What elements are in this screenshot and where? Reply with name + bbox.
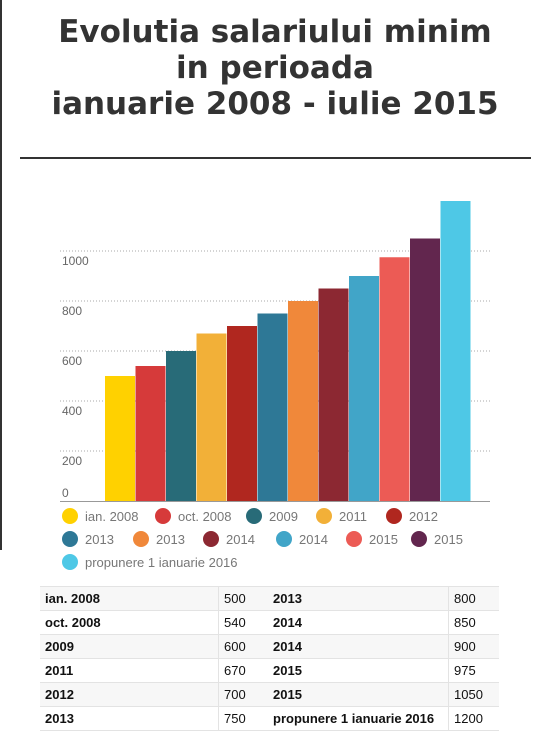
table-row: 2013 800: [268, 586, 499, 611]
legend-item: 2014: [276, 531, 328, 547]
legend-label: 2015: [434, 531, 463, 547]
title-line-1: Evolutia salariului minim: [58, 14, 492, 50]
legend-label: 2013: [85, 531, 114, 547]
title-line-2: in perioada: [176, 50, 374, 86]
legend-label: ian. 2008: [85, 508, 139, 524]
legend-swatch: [62, 508, 78, 524]
legend-label: 2012: [409, 508, 438, 524]
bar: [318, 288, 349, 501]
legend-item: 2009: [246, 508, 298, 524]
legend-swatch: [246, 508, 262, 524]
legend-item: oct. 2008: [155, 508, 232, 524]
bar: [105, 376, 135, 501]
table-cell-value: 750: [218, 706, 269, 731]
legend-item: 2015: [346, 531, 398, 547]
table-row: propunere 1 ianuarie 2016 1200: [268, 706, 499, 731]
legend-label: oct. 2008: [178, 508, 232, 524]
y-tick-label: 600: [62, 354, 82, 368]
y-tick-label: 800: [62, 304, 82, 318]
table-cell-value: 670: [218, 658, 269, 683]
table-cell-value: 850: [448, 610, 499, 635]
title-separator: [20, 157, 531, 159]
table-row: ian. 2008 500: [40, 586, 269, 611]
legend-item: 2013: [133, 531, 185, 547]
legend-item: ian. 2008: [62, 508, 139, 524]
table-cell-value: 800: [448, 586, 499, 611]
legend-swatch: [62, 554, 78, 570]
table-cell-label: 2012: [40, 682, 219, 707]
table-cell-value: 540: [218, 610, 269, 635]
table-cell-label: ian. 2008: [40, 586, 219, 611]
table-cell-value: 500: [218, 586, 269, 611]
table-cell-value: 900: [448, 634, 499, 659]
table-cell-value: 1200: [448, 706, 499, 731]
legend-item: propunere 1 ianuarie 2016: [62, 554, 238, 570]
table-cell-label: 2015: [268, 658, 449, 683]
bar-chart: 0 200 400 600 800 1000: [60, 201, 490, 502]
y-tick-label: 400: [62, 404, 82, 418]
legend-swatch: [316, 508, 332, 524]
table-cell-label: 2009: [40, 634, 219, 659]
table-row: 2009 600: [40, 634, 269, 659]
table-row: 2011 670: [40, 658, 269, 683]
table-row: 2015 975: [268, 658, 499, 683]
data-table-left: ian. 2008 500 oct. 2008 540 2009 600 2011 670 20…: [40, 586, 269, 731]
bar: [257, 313, 288, 501]
bar: [166, 351, 196, 501]
table-row: 2014 850: [268, 610, 499, 635]
table-cell-value: 700: [218, 682, 269, 707]
legend-item: 2013: [62, 531, 114, 547]
legend-item: 2012: [386, 508, 438, 524]
legend-swatch: [346, 531, 362, 547]
bar: [349, 276, 379, 501]
bar: [227, 326, 257, 501]
table-row: 2012 700: [40, 682, 269, 707]
table-cell-label: 2011: [40, 658, 219, 683]
legend-swatch: [276, 531, 292, 547]
bar: [440, 201, 471, 501]
bar: [410, 238, 440, 501]
legend-swatch: [411, 531, 427, 547]
left-border-line: [0, 0, 2, 550]
legend-item: 2011: [316, 508, 367, 524]
y-tick-label: 1000: [62, 254, 89, 268]
bar: [288, 301, 318, 501]
table-cell-label: 2015: [268, 682, 449, 707]
title-line-3: ianuarie 2008 - iulie 2015: [51, 86, 499, 122]
legend-label: 2011: [339, 508, 367, 524]
legend-item: 2014: [203, 531, 255, 547]
table-cell-value: 975: [448, 658, 499, 683]
legend-label: 2015: [369, 531, 398, 547]
table-row: oct. 2008 540: [40, 610, 269, 635]
table-cell-label: 2014: [268, 610, 449, 635]
data-table-right: 2013 800 2014 850 2014 900 2015 975 2015 1050 prop…: [268, 586, 499, 731]
table-cell-label: propunere 1 ianuarie 2016: [268, 706, 449, 731]
chart-title: Evolutia salariului minim in perioada ia…: [40, 14, 510, 122]
legend-swatch: [155, 508, 171, 524]
table-row: 2015 1050: [268, 682, 499, 707]
legend-label: 2009: [269, 508, 298, 524]
legend-swatch: [386, 508, 402, 524]
legend-label: 2014: [226, 531, 255, 547]
table-row: 2014 900: [268, 634, 499, 659]
legend-label: 2013: [156, 531, 185, 547]
legend-swatch: [62, 531, 78, 547]
table-cell-value: 1050: [448, 682, 499, 707]
y-tick-label: 200: [62, 454, 82, 468]
table-cell-label: 2013: [268, 586, 449, 611]
bar: [379, 257, 410, 501]
legend-label: propunere 1 ianuarie 2016: [85, 554, 238, 570]
bar: [196, 333, 227, 501]
legend-label: 2014: [299, 531, 328, 547]
table-row: 2013 750: [40, 706, 269, 731]
bar: [135, 366, 166, 501]
table-cell-label: 2013: [40, 706, 219, 731]
legend-item: 2015: [411, 531, 463, 547]
legend-swatch: [203, 531, 219, 547]
table-cell-label: oct. 2008: [40, 610, 219, 635]
table-cell-value: 600: [218, 634, 269, 659]
table-cell-label: 2014: [268, 634, 449, 659]
legend-swatch: [133, 531, 149, 547]
y-tick-label: 0: [62, 486, 69, 500]
